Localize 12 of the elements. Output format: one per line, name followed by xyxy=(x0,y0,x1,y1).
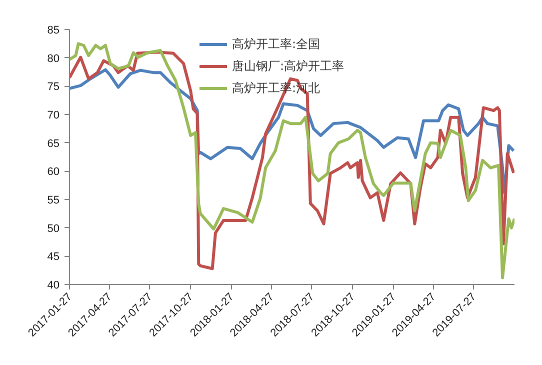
y-tick-label: 40 xyxy=(47,280,60,292)
y-tick-label: 70 xyxy=(47,110,60,122)
y-tick-label: 50 xyxy=(47,222,60,235)
legend-label: 唐山钢厂:高炉开工率 xyxy=(232,58,344,74)
y-tick-label: 65 xyxy=(47,138,60,150)
y-tick-label: 55 xyxy=(47,194,60,206)
y-tick-label: 75 xyxy=(47,81,60,94)
y-tick-label: 45 xyxy=(47,251,60,264)
y-tick-label: 85 xyxy=(47,24,60,36)
y-tick-label: 60 xyxy=(47,166,60,178)
y-tick-label: 80 xyxy=(47,52,60,65)
legend-label: 高炉开工率:全国 xyxy=(232,36,320,52)
